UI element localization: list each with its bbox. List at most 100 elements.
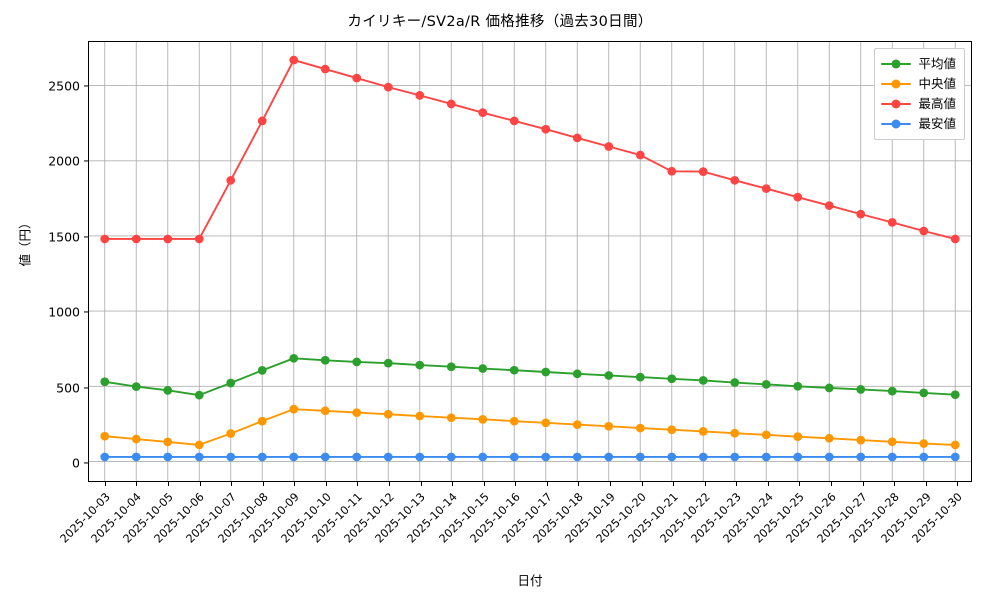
data-point [100,377,110,387]
data-point [163,452,173,462]
data-point [919,226,929,236]
data-point [131,434,141,444]
y-tick-label: 0 [72,455,80,471]
data-point [919,439,929,448]
data-point [730,428,740,438]
data-point [572,452,582,462]
y-tick-mark [84,462,89,464]
data-point [761,452,771,462]
y-tick-mark [84,85,89,87]
y-tick-label: 2500 [48,78,80,94]
x-axis-label: 日付 [517,573,543,588]
data-point [698,376,708,385]
data-point [257,416,267,426]
data-point [383,358,393,368]
y-tick-mark [84,236,89,238]
data-point [635,150,645,160]
x-tick-mark [452,481,454,486]
chart-legend[interactable]: 平均値 中央値最高値 最安値 [874,48,965,140]
data-point [446,362,456,372]
data-point [383,452,393,462]
y-axis-label: 値（円） [17,216,33,267]
x-tick-mark [420,481,422,486]
x-tick-mark [799,481,801,486]
data-point [100,234,110,244]
data-point [698,452,708,462]
y-tick-mark [84,387,89,389]
series-2 [100,55,960,244]
data-point [289,353,299,363]
data-point [194,234,204,244]
data-point [289,452,299,462]
data-point [415,452,425,462]
legend-item-3[interactable]: 最安値 [881,114,956,134]
data-point [226,452,236,462]
data-point [352,73,362,83]
x-tick-mark [862,481,864,486]
data-point [950,234,960,244]
data-point [289,55,299,65]
x-tick-mark [704,481,706,486]
data-point [541,418,551,428]
legend-swatch-icon [881,77,912,91]
data-point [793,192,803,202]
data-point [352,452,362,462]
data-point [572,133,582,143]
data-point [383,82,393,92]
data-point [352,408,362,417]
data-point [131,382,141,391]
data-point [730,378,740,387]
data-point [887,437,897,447]
data-point [320,64,330,74]
data-point [698,427,708,436]
x-tick-mark [546,481,548,486]
data-point [667,425,677,435]
data-point [761,379,771,389]
data-point [478,108,488,118]
legend-item-2[interactable]: 最高値 [881,94,956,114]
data-point [320,355,330,365]
data-point [541,367,551,377]
data-point [509,116,519,126]
y-tick-mark [84,160,89,162]
data-point [446,452,456,462]
data-point [761,430,771,440]
legend-label: 中央値 [918,75,956,91]
data-point [604,371,614,380]
data-point [919,388,929,398]
page-title: カイリキー/SV2a/R 価格推移（過去30日間） [347,14,653,30]
data-point [257,116,267,126]
data-point [824,201,834,210]
data-point [226,378,236,388]
y-tick-label: 2000 [48,153,80,169]
series-3 [100,452,960,462]
data-point [352,357,362,367]
data-point [478,414,488,424]
x-tick-mark [641,481,643,486]
data-point [289,404,299,414]
legend-item-0[interactable]: 平均値 [881,54,956,74]
y-tick-label: 1000 [48,304,80,320]
x-tick-mark [767,481,769,486]
data-point [730,175,740,185]
plot-area: 0 500 1000 1500 2000 2500 2025-10-03 2025-10-0… [48,41,972,546]
data-point [415,411,425,421]
legend-item-1[interactable]: 中央値 [881,74,956,94]
data-point [320,452,330,462]
x-tick-mark [388,481,391,486]
data-point [163,234,173,244]
data-point [163,437,173,447]
legend-swatch-icon [881,97,912,111]
legend-swatch-icon [881,117,912,131]
x-tick-mark [609,481,612,486]
data-point [509,365,519,375]
data-point [824,452,834,462]
x-tick-mark [136,481,138,486]
data-point [478,364,488,373]
data-point [698,167,708,176]
data-point [163,385,173,395]
x-tick-mark [515,481,517,486]
series-1 [100,404,960,450]
data-point [667,166,677,176]
